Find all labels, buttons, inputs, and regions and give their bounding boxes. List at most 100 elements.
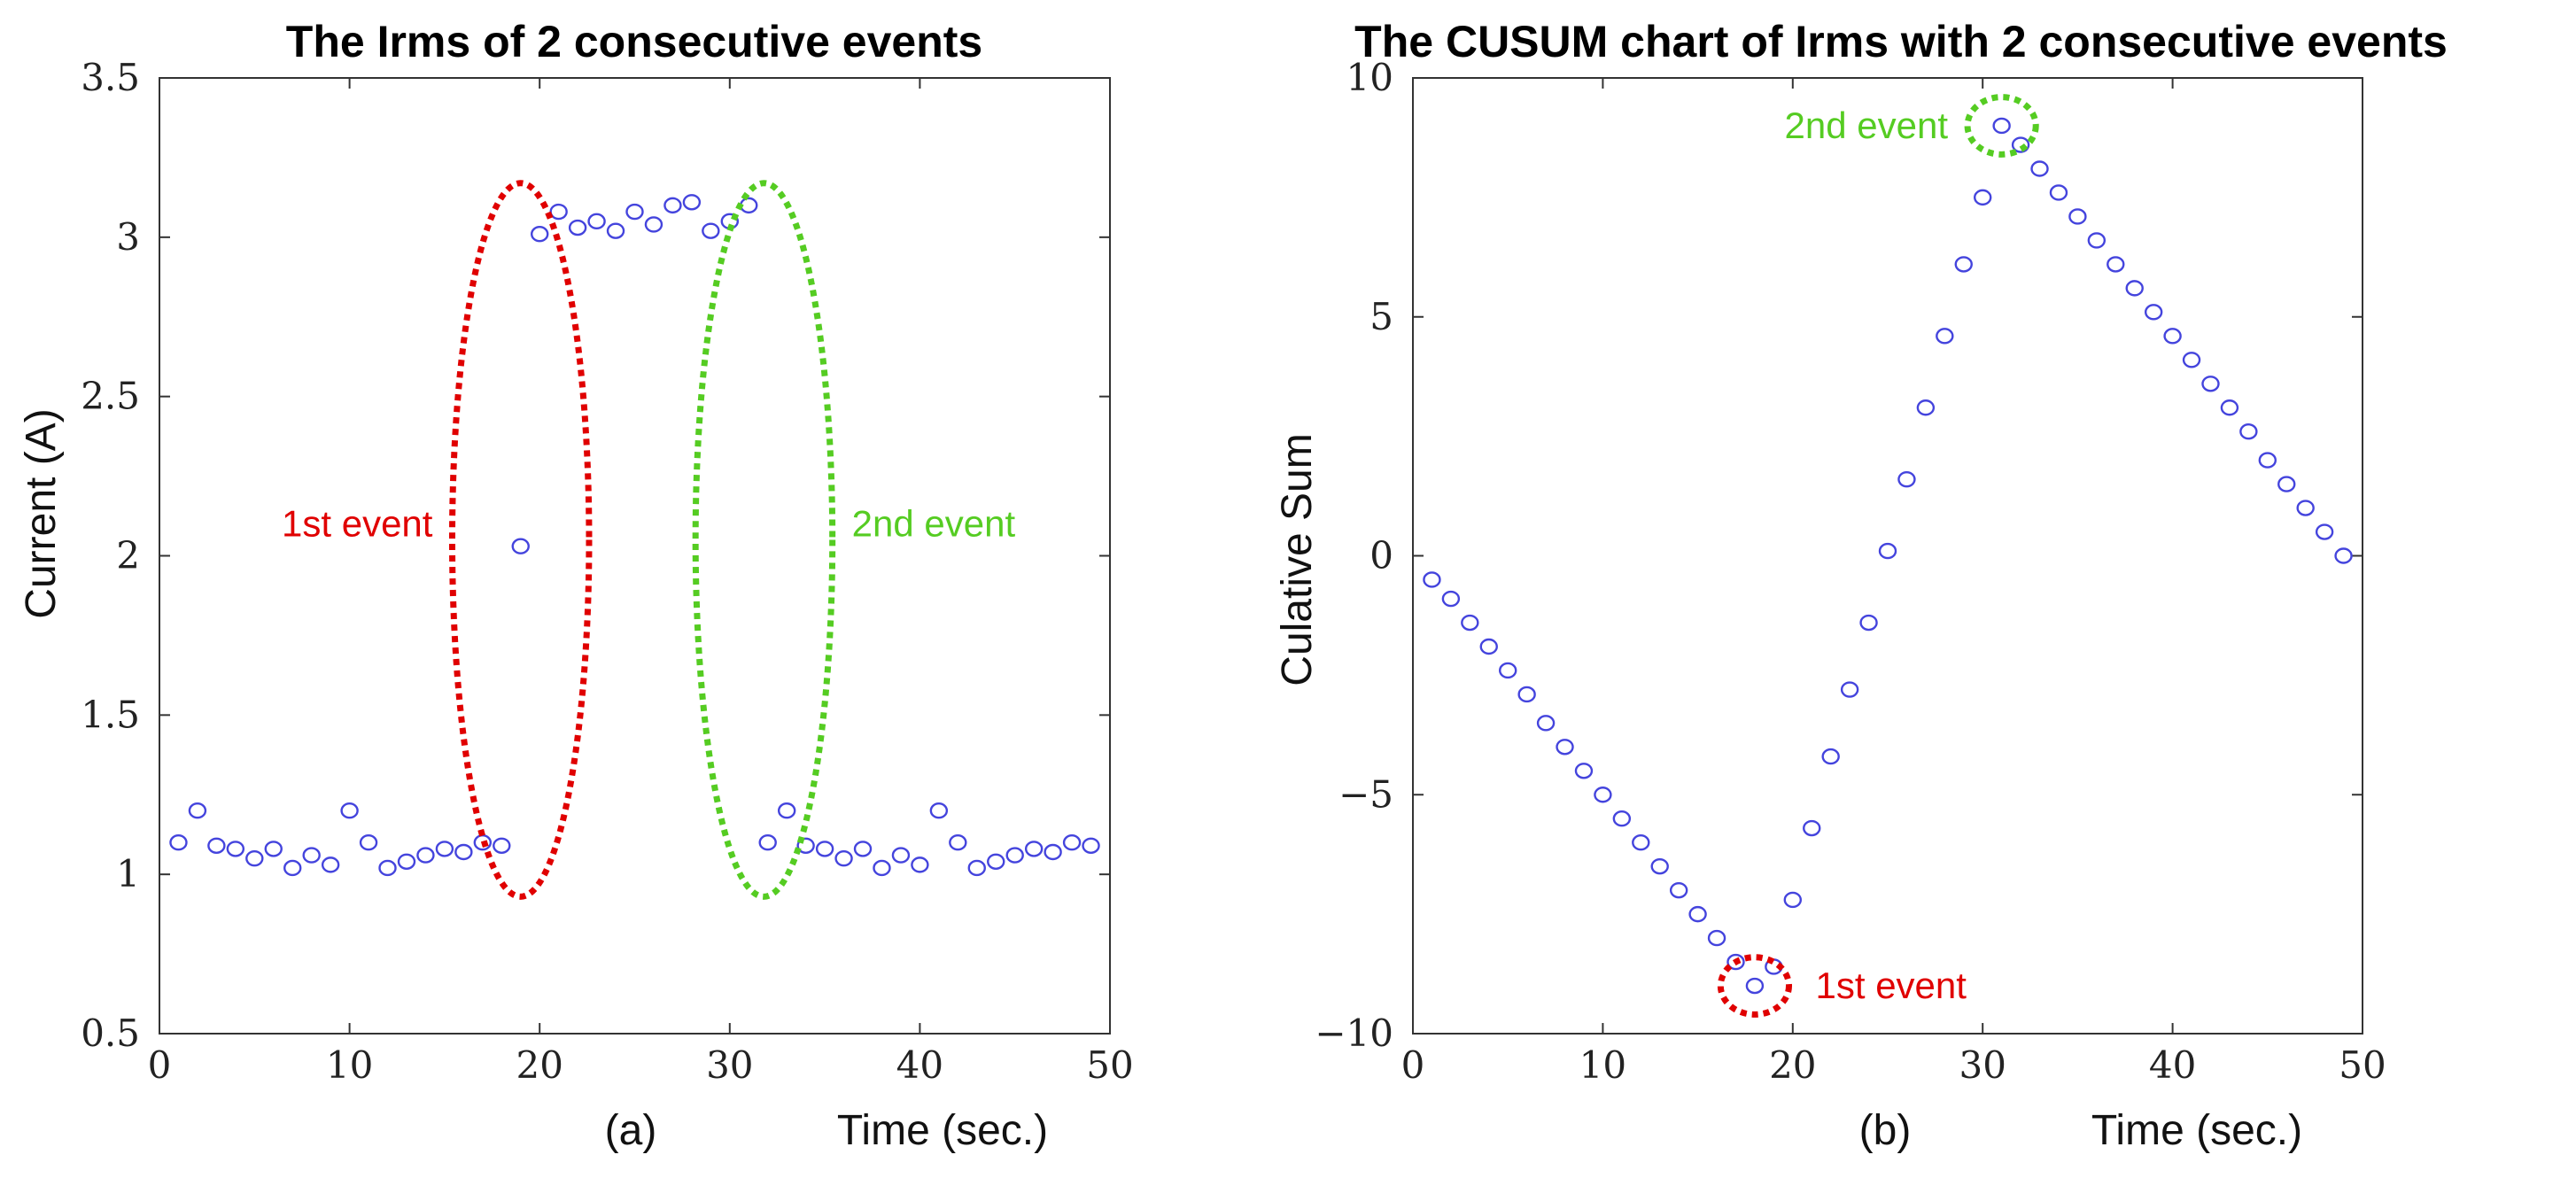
event-ellipse bbox=[448, 180, 593, 900]
data-point bbox=[1479, 638, 1498, 655]
data-point bbox=[1897, 470, 1916, 488]
data-point bbox=[1536, 715, 1556, 732]
data-point bbox=[1783, 891, 1803, 909]
data-point bbox=[493, 837, 511, 854]
data-point bbox=[2258, 452, 2277, 469]
y-tick-label: 10 bbox=[1346, 56, 1393, 99]
data-point bbox=[2068, 208, 2087, 225]
x-tick-label: 30 bbox=[706, 1043, 753, 1087]
data-point bbox=[416, 847, 435, 864]
event-ellipse bbox=[1964, 94, 2039, 158]
data-point bbox=[1859, 614, 1878, 632]
chart-title-a: The Irms of 2 consecutive events bbox=[286, 17, 982, 66]
x-tick-labels-b: 0 10 20 30 40 50 bbox=[1401, 1043, 2386, 1087]
data-point bbox=[2296, 500, 2315, 516]
data-point bbox=[340, 802, 359, 819]
data-point bbox=[1726, 953, 1745, 971]
panel-irms: The Irms of 2 consecutive events 1st eve… bbox=[18, 17, 1134, 1154]
data-point bbox=[1878, 542, 1897, 560]
data-point bbox=[321, 856, 340, 873]
data-point bbox=[758, 834, 777, 851]
data-point bbox=[568, 219, 587, 236]
data-point bbox=[511, 538, 530, 554]
y-tick-label: 3 bbox=[116, 215, 140, 259]
x-tick-label: 0 bbox=[148, 1043, 172, 1087]
x-axis-label-b: Time (sec.) bbox=[2091, 1107, 2302, 1154]
data-point bbox=[967, 859, 986, 877]
y-tick-label: 5 bbox=[1369, 295, 1393, 338]
data-point bbox=[2182, 352, 2201, 368]
y-tick-labels-a: 0.5 1 1.5 2 2.5 3 3.5 bbox=[81, 56, 140, 1055]
data-point bbox=[2315, 523, 2334, 540]
data-point bbox=[2201, 376, 2220, 392]
data-point bbox=[226, 841, 245, 857]
data-point bbox=[1517, 686, 1536, 703]
data-point bbox=[2049, 184, 2068, 201]
data-point bbox=[606, 222, 625, 239]
data-point bbox=[283, 859, 302, 877]
data-point bbox=[2087, 232, 2107, 249]
event-label: 1st event bbox=[282, 503, 433, 545]
y-tick-labels-b: −10 −5 0 5 10 bbox=[1315, 56, 1393, 1055]
event-label: 2nd event bbox=[1785, 105, 1949, 146]
y-axis-label-b: Culative Sum bbox=[1274, 433, 1321, 686]
data-point bbox=[1745, 977, 1765, 995]
event-ellipse bbox=[692, 180, 836, 900]
data-point bbox=[1423, 571, 1441, 588]
data-point bbox=[1973, 189, 1992, 206]
data-point bbox=[1574, 763, 1594, 779]
data-point bbox=[891, 847, 911, 864]
data-point bbox=[1005, 847, 1024, 864]
plot-area-a: 1st event 2nd event bbox=[159, 77, 1111, 1035]
x-axis-label-a: Time (sec.) bbox=[837, 1107, 1048, 1154]
data-point bbox=[302, 847, 321, 864]
x-tick-label: 40 bbox=[896, 1043, 943, 1087]
y-tick-label: 2.5 bbox=[81, 375, 140, 418]
data-point bbox=[702, 222, 720, 239]
x-tick-label: 20 bbox=[516, 1043, 563, 1087]
data-point bbox=[777, 802, 796, 819]
plot-frame bbox=[1412, 77, 2363, 1035]
data-point bbox=[1916, 399, 1936, 416]
data-point bbox=[796, 837, 815, 854]
panel-label-a: (a) bbox=[605, 1107, 657, 1154]
plot-area-b: 1st event 2nd event bbox=[1412, 77, 2363, 1035]
x-tick-label: 40 bbox=[2149, 1043, 2196, 1087]
data-point bbox=[625, 203, 644, 221]
data-point bbox=[435, 841, 454, 857]
data-point bbox=[2107, 256, 2125, 273]
data-point bbox=[682, 194, 702, 211]
data-point bbox=[1612, 810, 1632, 827]
chart-title-b: The CUSUM chart of Irms with 2 consecuti… bbox=[1354, 17, 2448, 66]
panel-label-b: (b) bbox=[1859, 1107, 1912, 1154]
plot-frame bbox=[159, 77, 1111, 1035]
y-tick-label: 0.5 bbox=[81, 1011, 140, 1055]
x-tick-label: 50 bbox=[1086, 1043, 1133, 1087]
x-tick-label: 20 bbox=[1769, 1043, 1816, 1087]
data-point bbox=[644, 216, 663, 233]
data-point bbox=[2277, 476, 2296, 492]
data-point bbox=[1803, 819, 1821, 837]
data-point bbox=[378, 859, 397, 877]
data-point bbox=[264, 841, 283, 857]
data-point bbox=[245, 849, 264, 867]
data-point bbox=[1082, 837, 1100, 854]
data-point bbox=[1498, 662, 1517, 679]
data-point bbox=[2011, 136, 2030, 153]
x-tick-label: 0 bbox=[1401, 1043, 1425, 1087]
x-tick-label: 10 bbox=[326, 1043, 373, 1087]
data-point bbox=[929, 802, 949, 819]
data-point bbox=[169, 834, 188, 851]
x-tick-label: 50 bbox=[2339, 1043, 2386, 1087]
y-tick-label: 2 bbox=[116, 534, 140, 577]
event-label: 2nd event bbox=[852, 503, 1016, 545]
y-tick-label: 1 bbox=[116, 852, 140, 895]
y-tick-label: 1.5 bbox=[81, 693, 140, 736]
data-point bbox=[911, 856, 929, 873]
y-tick-label: −10 bbox=[1315, 1011, 1393, 1055]
event-label: 1st event bbox=[1816, 965, 1967, 1006]
data-point bbox=[2239, 423, 2258, 440]
y-tick-label: 0 bbox=[1369, 534, 1393, 577]
data-point bbox=[1669, 881, 1688, 899]
